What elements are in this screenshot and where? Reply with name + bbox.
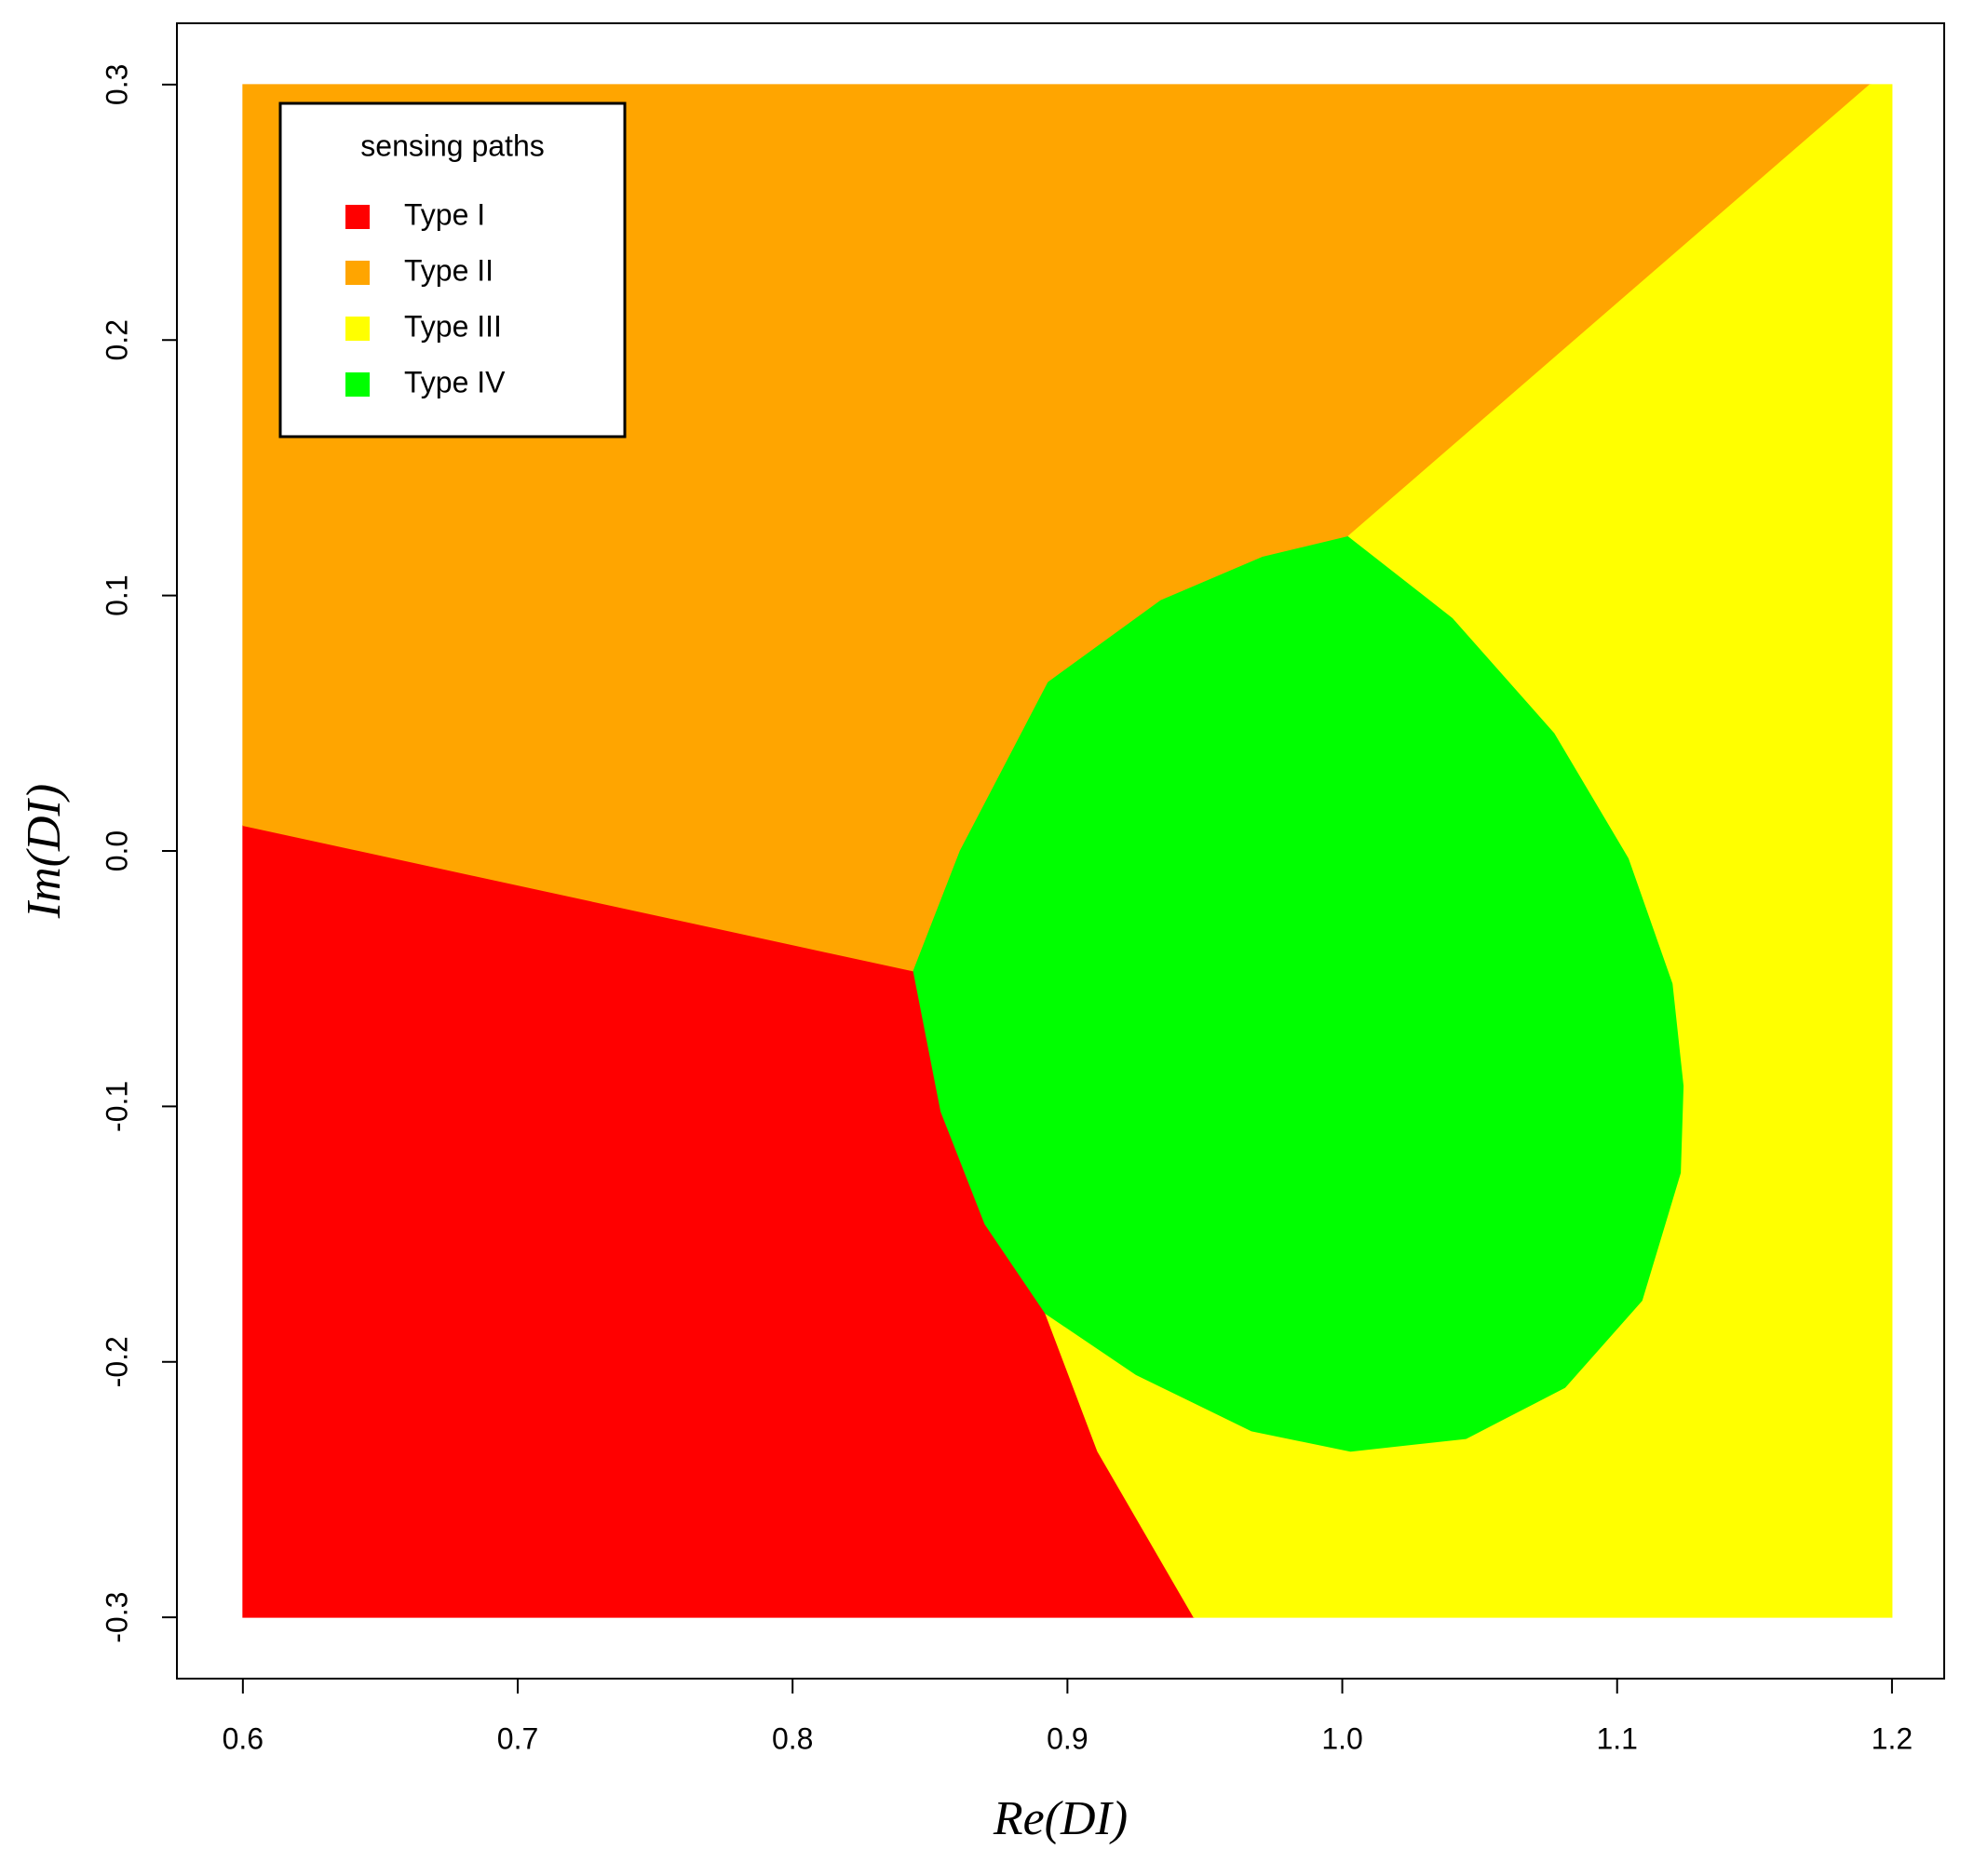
x-tick-label: 1.1 (1596, 1721, 1637, 1755)
legend-label: Type II (404, 253, 494, 287)
legend-swatch (345, 261, 370, 285)
y-tick-label: -0.2 (100, 1336, 133, 1387)
legend-label: Type III (404, 309, 502, 343)
y-tick-label: 0.3 (100, 64, 133, 105)
x-axis-title: Re(DI) (993, 1792, 1128, 1845)
legend-swatch (345, 205, 370, 229)
y-tick-label: -0.3 (100, 1592, 133, 1643)
x-tick-label: 1.2 (1872, 1721, 1913, 1755)
y-tick-label: 0.0 (100, 830, 133, 871)
y-tick-label: 0.2 (100, 319, 133, 360)
x-tick-label: 1.0 (1321, 1721, 1362, 1755)
y-axis-title: Im(DI) (18, 784, 71, 919)
x-tick-label: 0.6 (223, 1721, 264, 1755)
legend-swatch (345, 372, 370, 397)
legend-box (278, 101, 627, 439)
x-tick-label: 0.8 (772, 1721, 813, 1755)
legend-swatch (345, 317, 370, 341)
legend-title: sensing paths (360, 128, 544, 162)
y-tick-label: -0.1 (100, 1081, 133, 1132)
legend-label: Type IV (404, 365, 506, 398)
x-tick-label: 0.7 (497, 1721, 538, 1755)
x-tick-label: 0.9 (1047, 1721, 1088, 1755)
legend-label: Type I (404, 197, 485, 231)
y-tick-label: 0.1 (100, 574, 133, 615)
region (913, 535, 1684, 1452)
